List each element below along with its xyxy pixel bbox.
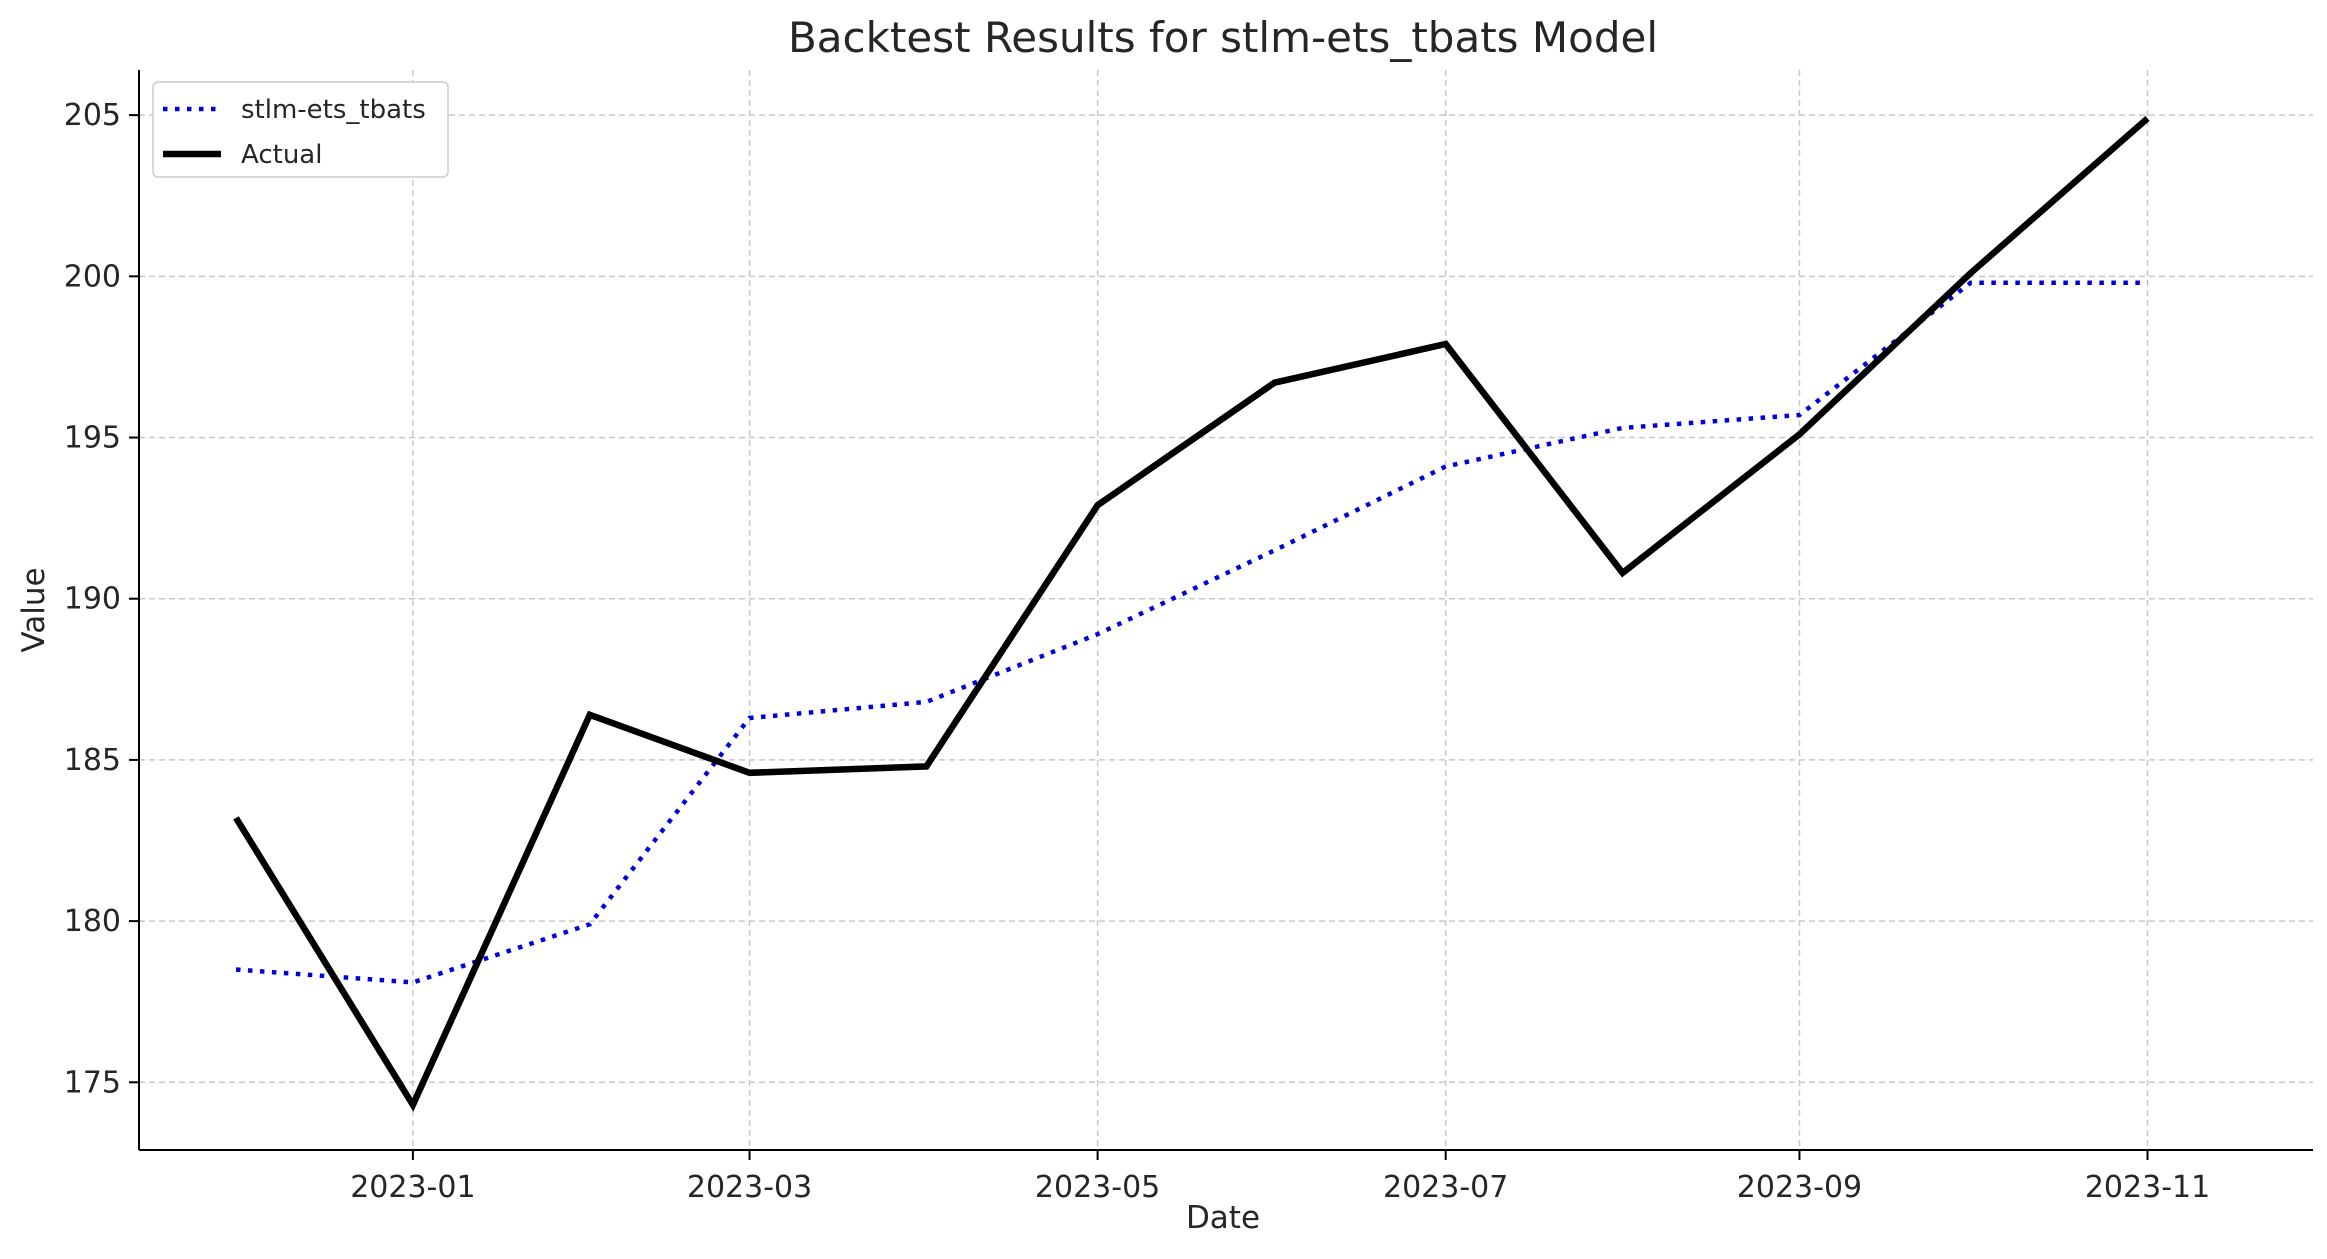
x-tick-label: 2023-09 — [1737, 1170, 1862, 1205]
x-tick-label: 2023-05 — [1035, 1170, 1160, 1205]
x-tick-label: 2023-07 — [1383, 1170, 1508, 1205]
legend-box — [152, 81, 449, 178]
chart-title: Backtest Results for stlm-ets_tbats Mode… — [788, 13, 1658, 62]
series-line-forecast — [235, 280, 2148, 985]
grid — [139, 70, 2313, 1150]
legend: stlm-ets_tbats Actual — [152, 81, 449, 178]
legend-label: Actual — [241, 140, 322, 170]
x-tick-label: 2023-11 — [2085, 1170, 2210, 1205]
chart-labels: Backtest Results for stlm-ets_tbats Mode… — [16, 13, 1658, 1236]
series-line-actual — [233, 115, 2150, 1112]
y-tick-label: 180 — [64, 904, 121, 939]
y-tick-label: 185 — [64, 743, 121, 778]
y-tick-label: 200 — [64, 259, 121, 294]
legend-label: stlm-ets_tbats — [241, 95, 426, 125]
y-tick-label: 205 — [64, 98, 121, 133]
y-axis-label: Value — [16, 567, 52, 652]
y-tick-label: 175 — [64, 1065, 121, 1100]
x-tick-label: 2023-01 — [350, 1170, 475, 1205]
axes: 175 180 185 190 195 200 205 2023-01 2023-03 2023-… — [64, 70, 2313, 1205]
y-tick-label: 190 — [64, 582, 121, 617]
x-tick-label: 2023-03 — [687, 1170, 812, 1205]
y-tick-label: 195 — [64, 421, 121, 456]
x-axis-label: Date — [1186, 1200, 1260, 1236]
series-lines — [233, 115, 2150, 1112]
